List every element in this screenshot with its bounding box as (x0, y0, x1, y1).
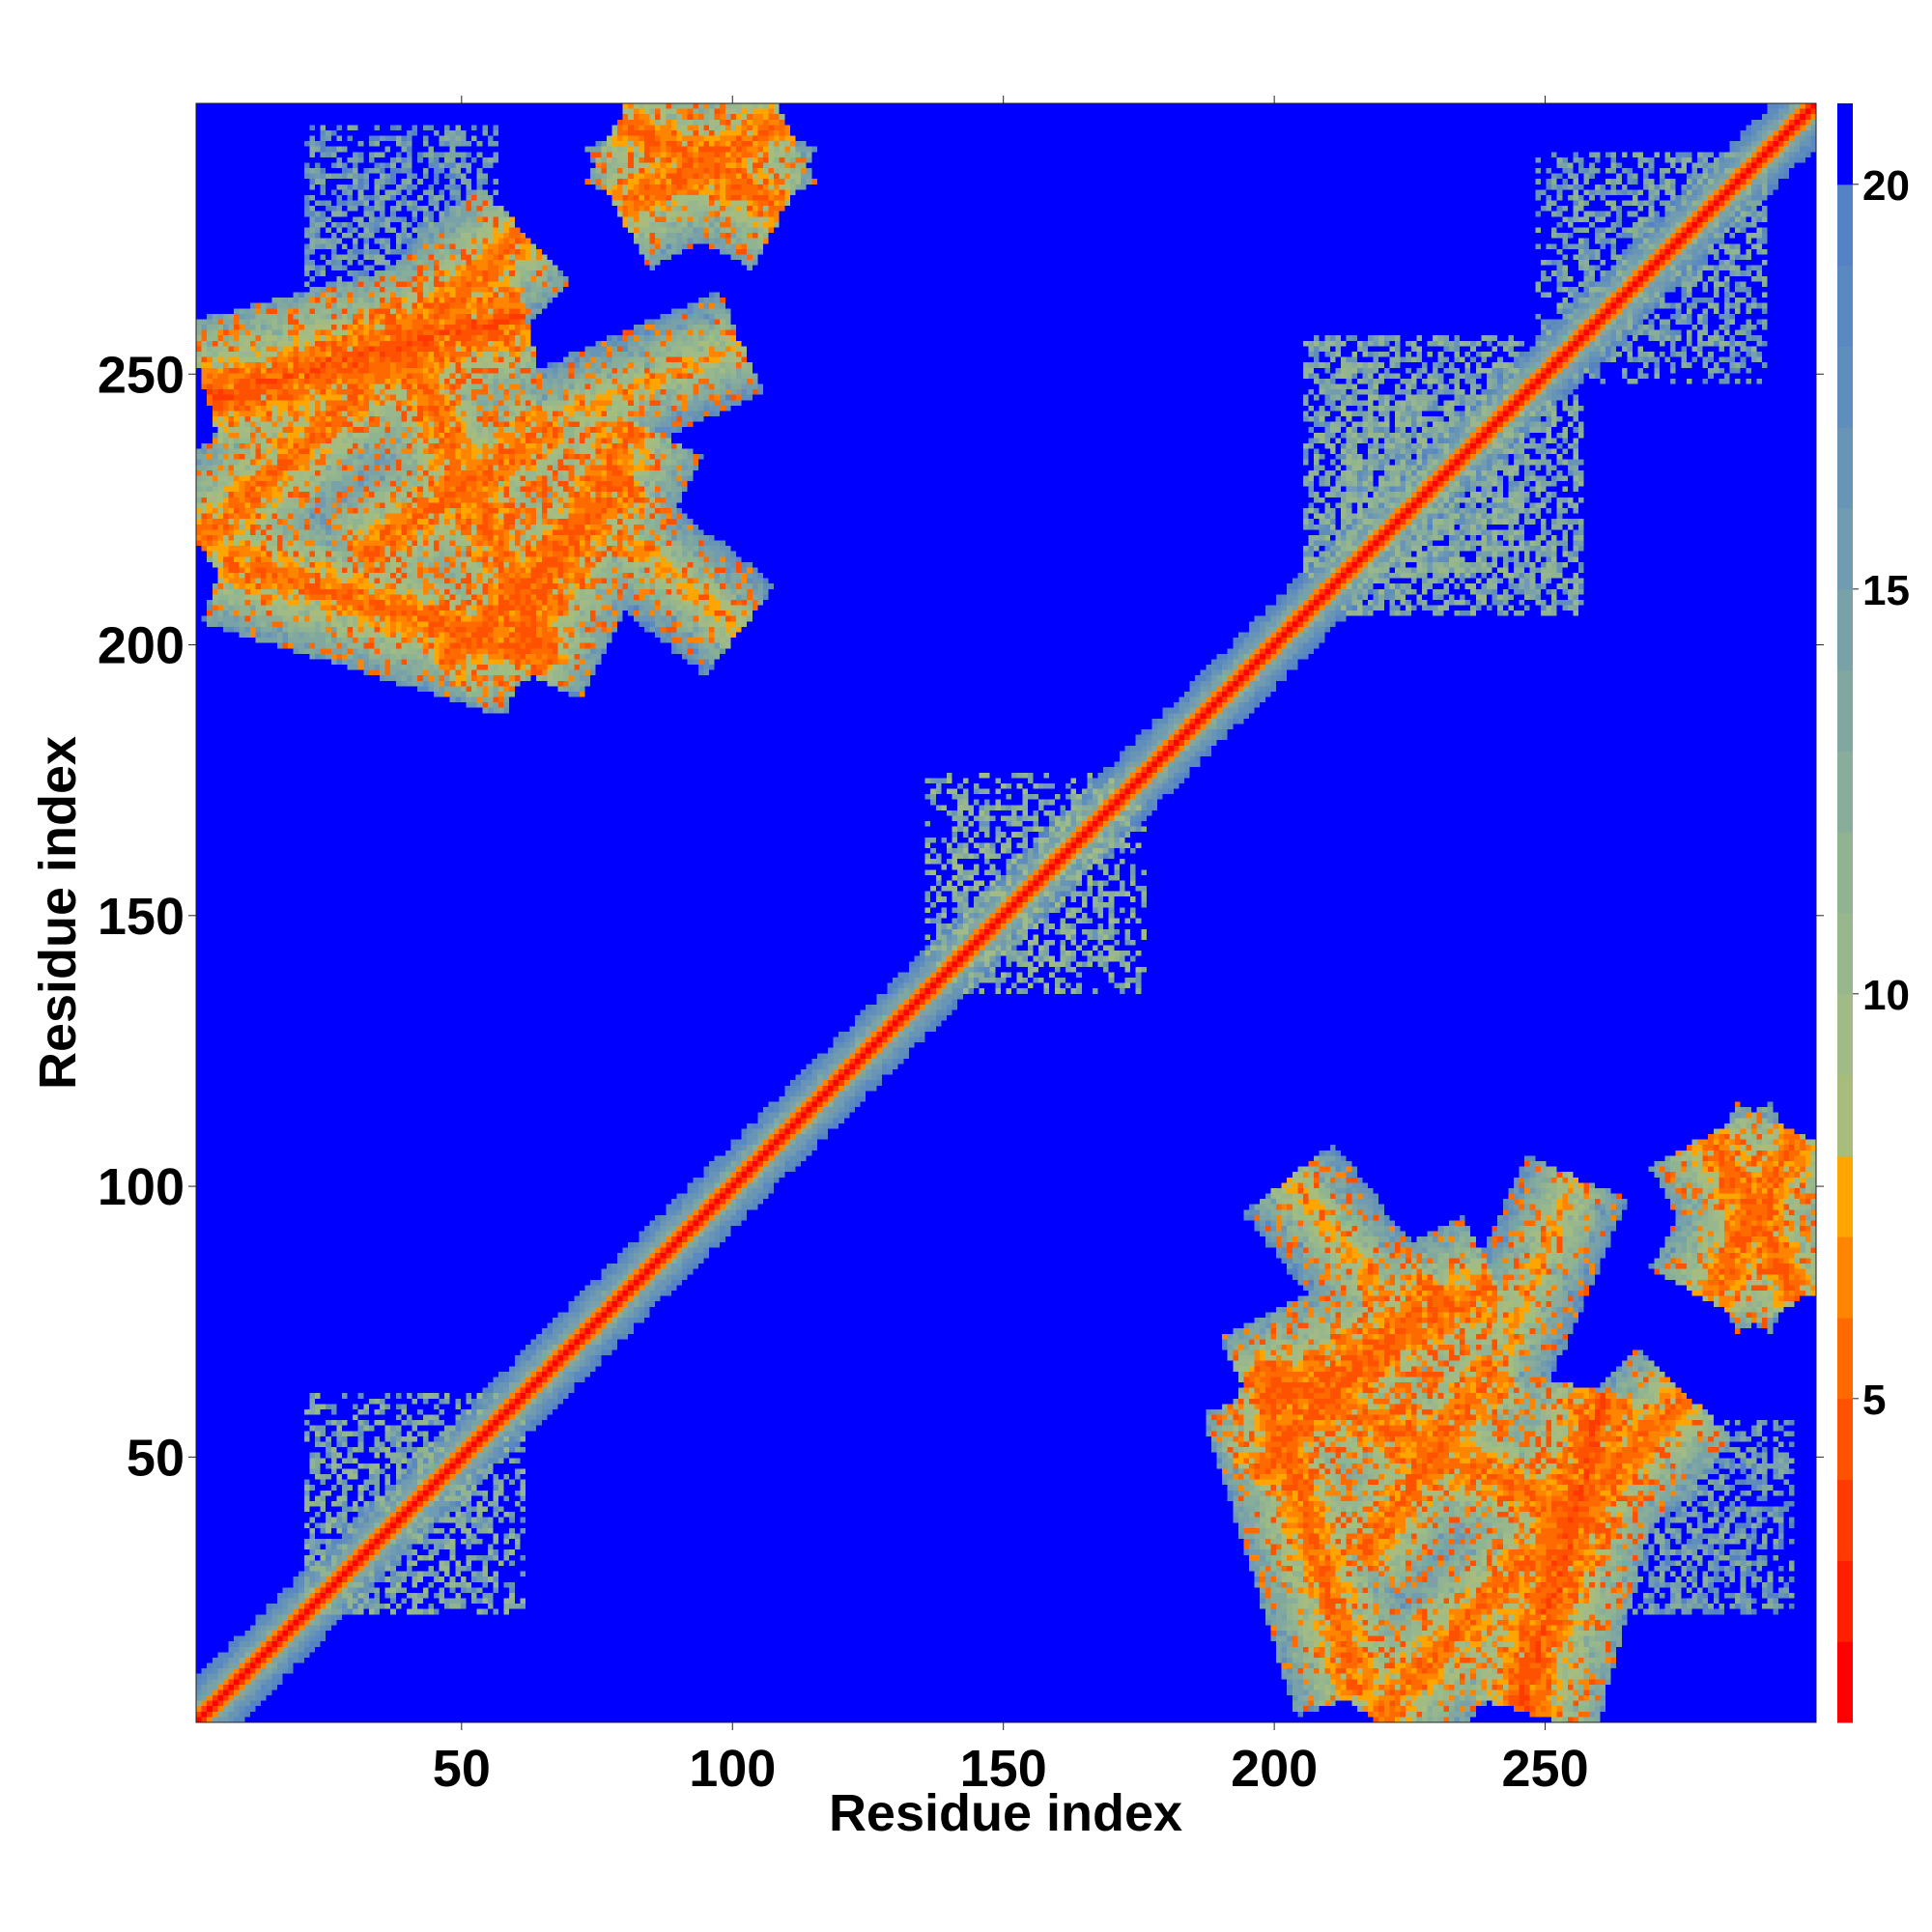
colorbar-segment (1837, 588, 1853, 671)
colorbar-segment (1837, 1236, 1853, 1319)
colorbar-segment (1837, 1318, 1853, 1400)
heatmap-cells (196, 103, 1816, 1722)
colorbar-segment (1837, 427, 1853, 509)
y-tick-label: 150 (98, 888, 185, 946)
y-tick-label: 100 (98, 1158, 185, 1216)
colorbar-segment (1837, 669, 1853, 752)
colorbar-tick-label: 10 (1862, 972, 1910, 1019)
x-tick-label: 50 (433, 1740, 491, 1798)
colorbar-segment (1837, 993, 1853, 1076)
y-tick-label: 250 (98, 346, 185, 404)
colorbar-segment (1837, 1641, 1853, 1723)
colorbar-segment (1837, 184, 1853, 267)
heatmap-cells (196, 103, 1816, 1722)
colorbar-segment (1837, 1155, 1853, 1237)
colorbar-segment (1837, 346, 1853, 428)
colorbar-segment (1837, 508, 1853, 590)
heatmap-cells (196, 103, 1816, 1722)
colorbar-ticks: 5 10 15 20 (1853, 162, 1910, 1424)
y-tick-label: 200 (98, 617, 185, 675)
colorbar-segment (1837, 265, 1853, 347)
colorbar-tick-label: 5 (1862, 1377, 1886, 1424)
colorbar-segment (1837, 751, 1853, 833)
colorbar-segment (1837, 1074, 1853, 1156)
y-tick-label: 50 (127, 1429, 185, 1487)
colorbar-segment (1837, 913, 1853, 995)
x-tick-label: 100 (689, 1740, 776, 1798)
colorbar-segment (1837, 1398, 1853, 1481)
y-axis-label: Residue index (29, 736, 87, 1090)
colorbar-tick-label: 15 (1862, 567, 1910, 614)
x-tick-label: 250 (1502, 1740, 1589, 1798)
colorbar (1837, 103, 1853, 1723)
x-axis-ticks: 50 100 150 200 250 (433, 96, 1589, 1798)
heatmap-cells (196, 103, 1816, 1722)
x-tick-label: 200 (1231, 1740, 1318, 1798)
colorbar-segment (1837, 1560, 1853, 1642)
colorbar-segment (1837, 832, 1853, 914)
plot-area (196, 103, 1816, 1723)
colorbar-segment (1837, 103, 1853, 185)
colorbar-segment (1837, 1479, 1853, 1561)
plot-frame (195, 102, 1817, 1723)
y-axis-ticks: 50 100 150 200 250 (98, 346, 1824, 1487)
x-axis-label: Residue index (829, 1784, 1182, 1842)
x-tick-label: 150 (960, 1740, 1047, 1798)
colorbar-tick-label: 20 (1862, 162, 1910, 210)
